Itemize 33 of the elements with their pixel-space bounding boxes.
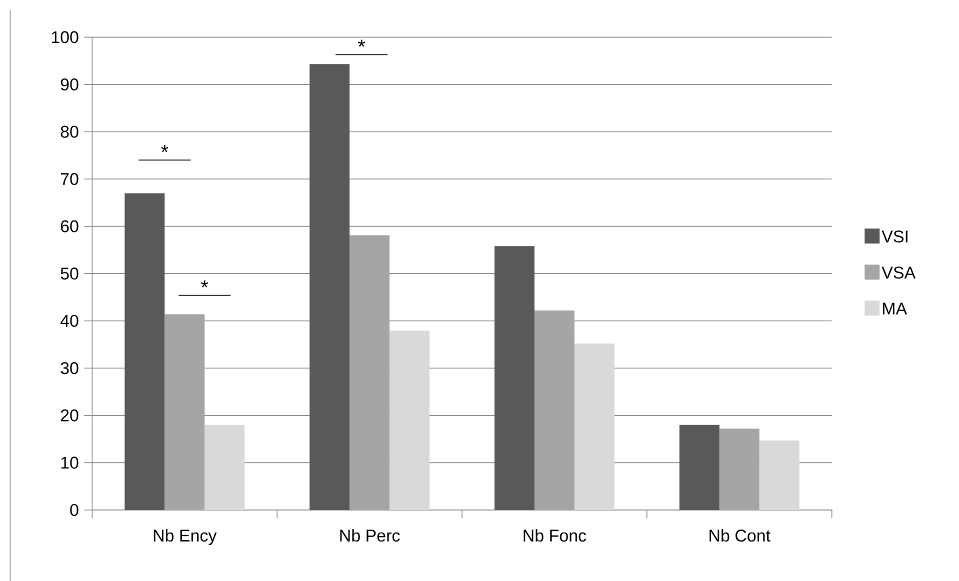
- legend-label: VSI: [882, 230, 908, 242]
- bar: [679, 424, 720, 510]
- y-tick-label: 50: [60, 267, 78, 280]
- legend-label: MA: [883, 302, 908, 314]
- y-tick-label: 80: [60, 126, 78, 138]
- bar: [204, 424, 245, 510]
- bar: [350, 235, 390, 510]
- bar: [759, 440, 800, 510]
- y-tick-label: 30: [60, 362, 78, 374]
- x-tick-label: Nb Cont: [710, 529, 770, 542]
- annotation: *: [358, 40, 366, 47]
- bar: [310, 64, 350, 510]
- y-tick-label: 0: [70, 504, 78, 516]
- x-tick-label: Nb Ency: [154, 529, 217, 545]
- x-tick-label: Nb Fonc: [524, 529, 586, 542]
- bar: [574, 343, 614, 510]
- bar: [390, 330, 430, 510]
- x-tick-label: Nb Perc: [340, 529, 400, 542]
- y-tick-label: 70: [60, 172, 78, 185]
- annotation: *: [161, 144, 168, 152]
- y-tick-label: 10: [61, 456, 78, 469]
- annotation: *: [201, 280, 208, 288]
- y-tick-label: 90: [60, 78, 78, 90]
- y-tick-label: 40: [60, 314, 78, 327]
- bar: [494, 246, 534, 510]
- legend-label: VSA: [882, 266, 916, 278]
- y-tick-label: 100: [52, 30, 78, 44]
- y-tick-label: 60: [60, 220, 78, 232]
- bar: [164, 314, 205, 510]
- bar: [719, 428, 760, 510]
- bar: [534, 310, 574, 510]
- bar: [124, 193, 165, 510]
- y-tick-label: 20: [60, 409, 78, 422]
